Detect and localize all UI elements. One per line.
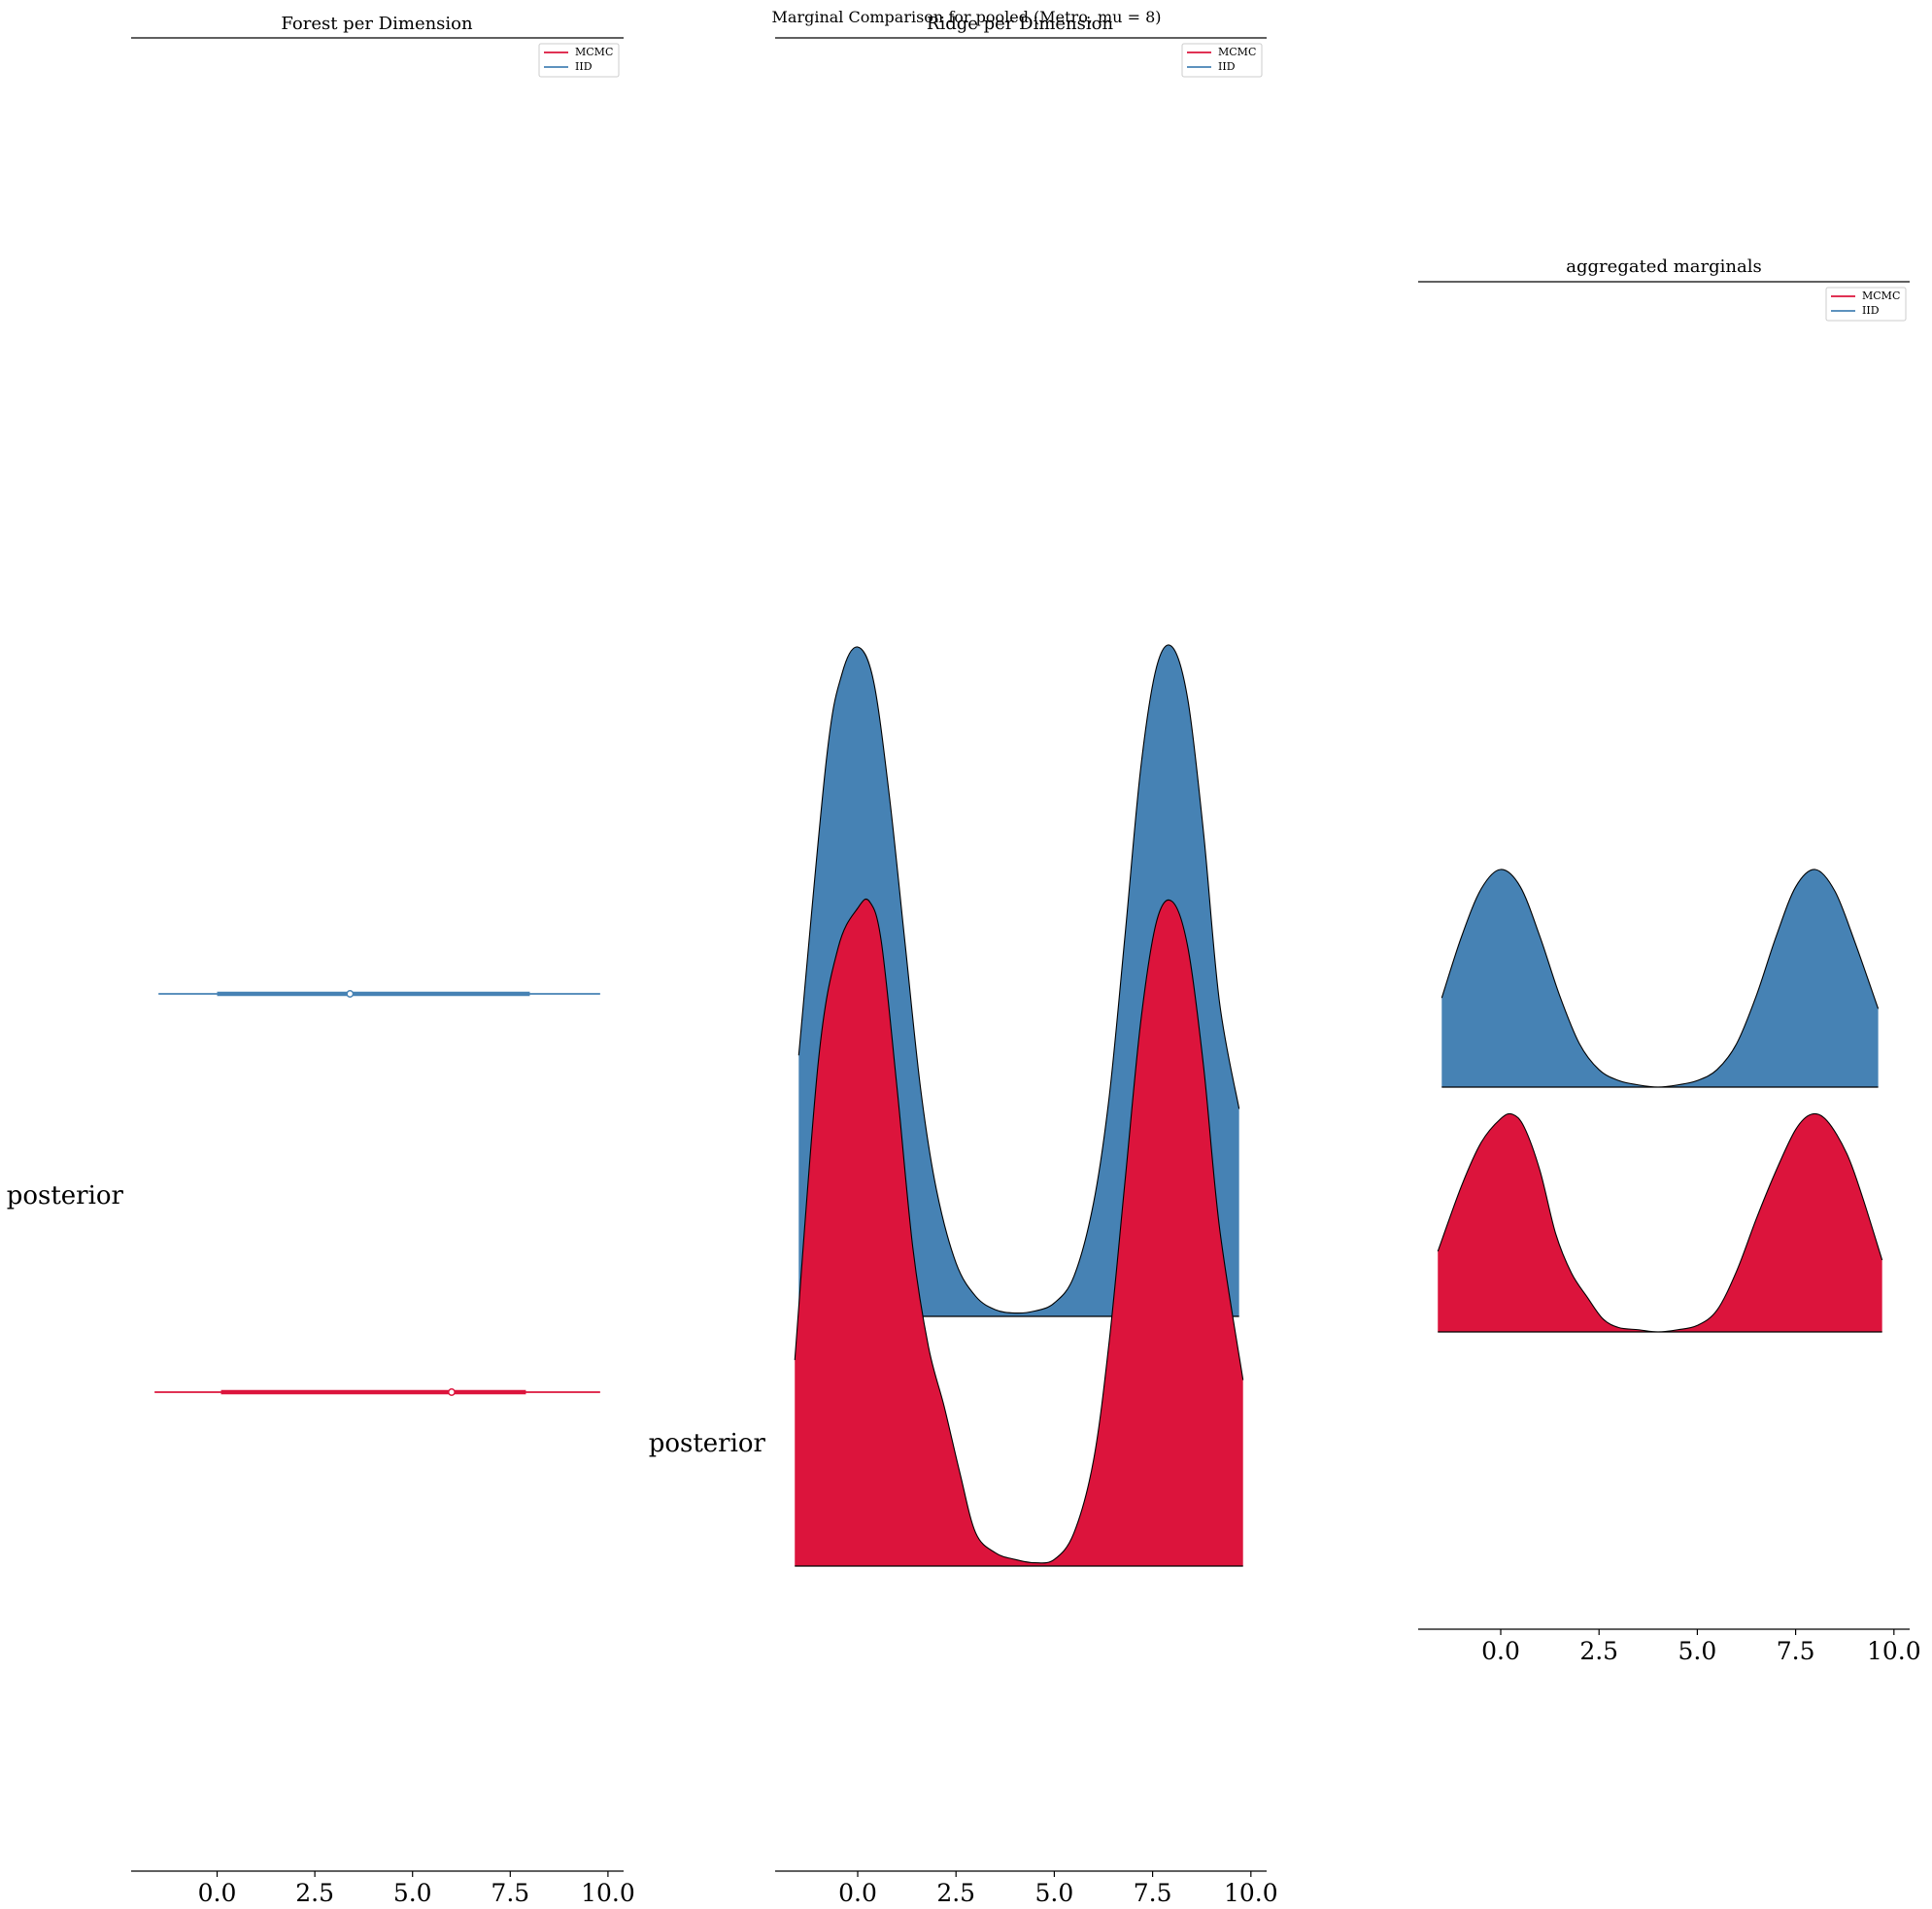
forest-legend: MCMC IID	[538, 43, 620, 78]
forest-legend-iid-label: IID	[575, 60, 593, 73]
forest-ytick-label: posterior	[7, 1181, 124, 1210]
forest-xticks: 0.0 2.5 5.0 7.5 10.0	[198, 1871, 635, 1907]
ridge-mcmc-density-outline	[794, 898, 1244, 1564]
aggregated-legend: MCMC IID	[1825, 287, 1907, 322]
aggregated-iid-density-fill	[1441, 869, 1879, 1087]
aggregated-xtick-label: 0.0	[1481, 1637, 1520, 1665]
aggregated-xtick-label: 10.0	[1867, 1637, 1921, 1665]
ridge-legend: MCMC IID	[1181, 43, 1263, 78]
ridge-title: Ridge per Dimension	[927, 14, 1114, 34]
ridge-xtick-label: 10.0	[1224, 1879, 1278, 1907]
aggregated-mcmc-density-fill	[1438, 1113, 1882, 1332]
forest-legend-mcmc-label: MCMC	[575, 46, 613, 58]
aggregated-title: aggregated marginals	[1566, 256, 1761, 277]
aggregated-xtick-label: 2.5	[1579, 1637, 1618, 1665]
ridge-xtick-label: 7.5	[1134, 1879, 1172, 1907]
aggregated-mcmc-density-outline	[1437, 1112, 1883, 1333]
aggregated-xtick-label: 7.5	[1777, 1637, 1815, 1665]
aggregated-panel: aggregated marginals 0.0 2.5 5.0 7.5 10.0 MC…	[1418, 256, 1921, 1665]
aggregated-legend-mcmc-label: MCMC	[1862, 290, 1900, 302]
forest-xtick-label: 5.0	[393, 1879, 432, 1907]
forest-iid-point-estimate	[346, 990, 355, 998]
forest-marks	[154, 990, 600, 1396]
ridge-xtick-label: 0.0	[838, 1879, 877, 1907]
ridge-marks	[794, 644, 1244, 1567]
forest-panel: Forest per Dimension posterior 0.0 2.5 5.0…	[7, 14, 635, 1907]
ridge-mcmc-density-fill	[795, 899, 1243, 1566]
ridge-ytick-label: posterior	[649, 1429, 766, 1458]
forest-xtick-label: 2.5	[295, 1879, 334, 1907]
forest-xtick-label: 0.0	[198, 1879, 237, 1907]
aggregated-xtick-label: 5.0	[1678, 1637, 1717, 1665]
ridge-legend-iid-label: IID	[1218, 60, 1236, 73]
aggregated-marks	[1437, 869, 1883, 1333]
ridge-xtick-label: 2.5	[936, 1879, 975, 1907]
ridge-panel: Ridge per Dimension posterior 0.0 2.5 5.0 7…	[649, 14, 1278, 1907]
aggregated-legend-iid-label: IID	[1862, 304, 1880, 317]
forest-title: Forest per Dimension	[281, 14, 473, 34]
forest-xtick-label: 10.0	[581, 1879, 635, 1907]
forest-mcmc-point-estimate	[448, 1388, 456, 1396]
aggregated-xticks: 0.0 2.5 5.0 7.5 10.0	[1481, 1629, 1921, 1665]
ridge-legend-mcmc-label: MCMC	[1218, 46, 1256, 58]
figure-suptitle: Marginal Comparison for pooled (Metro, m…	[772, 8, 1162, 26]
ridge-xticks: 0.0 2.5 5.0 7.5 10.0	[838, 1871, 1278, 1907]
ridge-iid-density-outline	[797, 644, 1240, 1314]
forest-xtick-label: 7.5	[491, 1879, 529, 1907]
ridge-xtick-label: 5.0	[1035, 1879, 1074, 1907]
